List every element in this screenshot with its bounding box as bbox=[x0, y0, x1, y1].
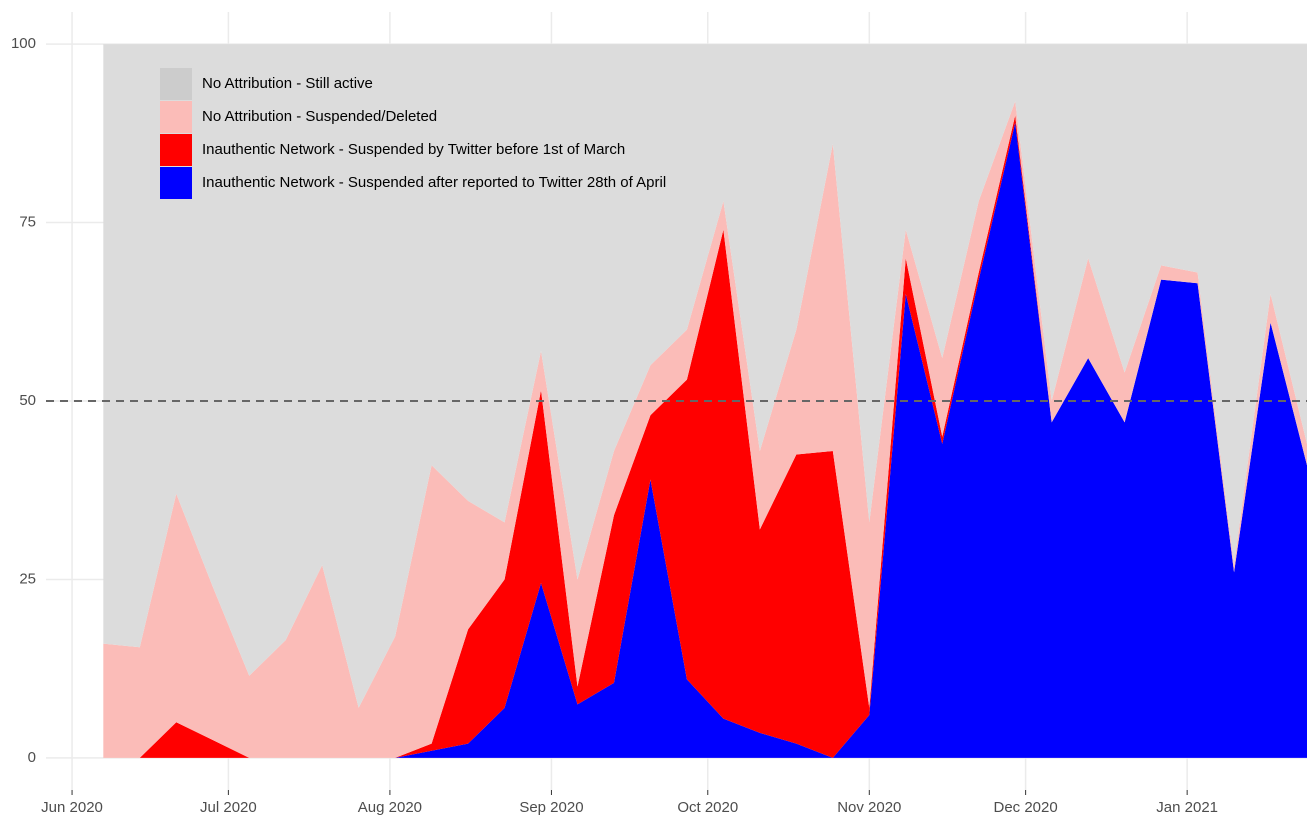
y-tick-label: 100 bbox=[11, 35, 36, 52]
legend-label: Inauthentic Network - Suspended after re… bbox=[202, 174, 666, 191]
legend-label: Inauthentic Network - Suspended by Twitt… bbox=[202, 141, 625, 158]
y-tick-label: 75 bbox=[19, 214, 36, 231]
x-tick-label: Nov 2020 bbox=[837, 799, 901, 816]
legend-label: No Attribution - Still active bbox=[202, 75, 373, 92]
area bbox=[103, 101, 1307, 758]
x-tick-label: Aug 2020 bbox=[358, 799, 422, 816]
x-tick-label: Oct 2020 bbox=[677, 799, 738, 816]
x-tick-label: Dec 2020 bbox=[994, 799, 1058, 816]
x-tick-label: Jul 2020 bbox=[200, 799, 257, 816]
y-tick-label: 50 bbox=[19, 392, 36, 409]
area bbox=[103, 44, 1307, 708]
x-tick-label: Jan 2021 bbox=[1156, 799, 1218, 816]
y-tick-label: 0 bbox=[28, 749, 36, 766]
x-tick-label: Jun 2020 bbox=[41, 799, 103, 816]
legend-label: No Attribution - Suspended/Deleted bbox=[202, 108, 437, 125]
y-tick-label: 25 bbox=[19, 570, 36, 587]
legend-swatch bbox=[160, 134, 192, 166]
legend-swatch bbox=[160, 68, 192, 100]
area bbox=[103, 115, 1307, 758]
legend-swatch bbox=[160, 101, 192, 133]
x-tick-label: Sep 2020 bbox=[519, 799, 583, 816]
legend-swatch bbox=[160, 167, 192, 199]
area bbox=[103, 122, 1307, 758]
